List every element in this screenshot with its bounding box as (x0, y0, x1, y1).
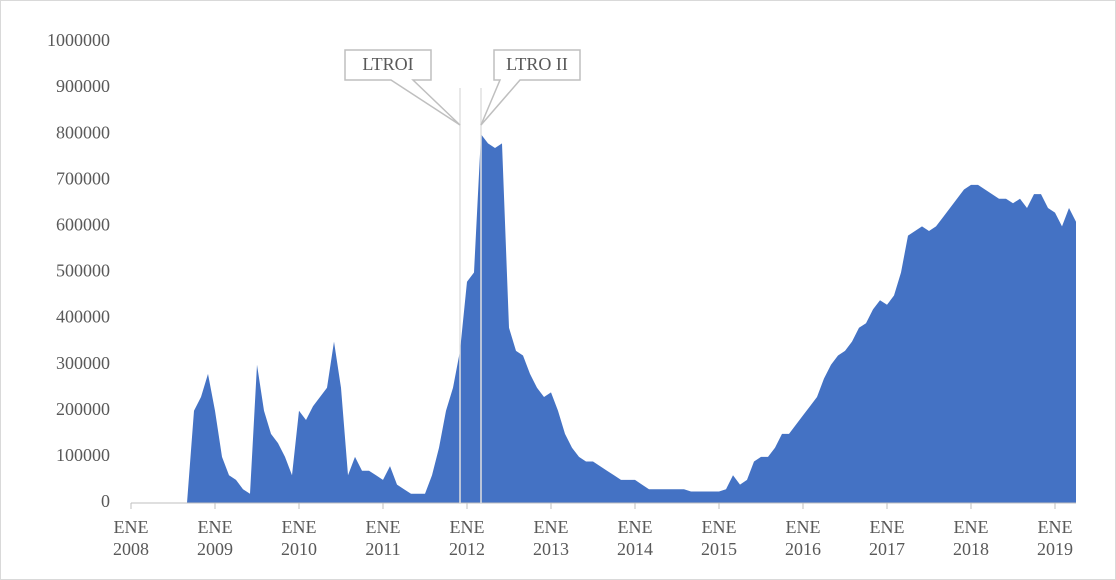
x-tick-label: ENE 2008 (113, 517, 149, 559)
y-tick-label: 1000000 (47, 30, 110, 50)
y-tick-label: 100000 (56, 445, 110, 465)
y-tick-label: 500000 (56, 261, 110, 281)
x-tick-label: ENE 2009 (197, 517, 233, 559)
x-tick-label: ENE 2018 (953, 517, 989, 559)
callout-box (344, 49, 461, 126)
area (131, 134, 1076, 503)
x-tick-label: ENE 2017 (869, 517, 905, 559)
callout-box (480, 49, 581, 126)
y-tick-label: 900000 (56, 76, 110, 96)
x-tick-label: ENE 2019 (1037, 517, 1073, 559)
y-tick-label: 700000 (56, 168, 110, 188)
x-tick-label: ENE 2014 (617, 517, 653, 559)
y-tick-label: 300000 (56, 353, 110, 373)
x-tick-label: ENE 2016 (785, 517, 821, 559)
y-tick-label: 200000 (56, 399, 110, 419)
y-tick-label: 800000 (56, 122, 110, 142)
y-tick-label: 400000 (56, 307, 110, 327)
y-tick-label: 0 (101, 491, 110, 511)
annotation-text: LTROI (362, 54, 413, 74)
x-tick-label: ENE 2013 (533, 517, 569, 559)
x-tick-label: ENE 2012 (449, 517, 485, 559)
x-tick-label: ENE 2010 (281, 517, 317, 559)
y-tick-label: 600000 (56, 215, 110, 235)
annotation-text: LTRO II (506, 54, 568, 74)
x-tick-label: ENE 2015 (701, 517, 737, 559)
x-tick-label: ENE 2011 (365, 517, 401, 559)
